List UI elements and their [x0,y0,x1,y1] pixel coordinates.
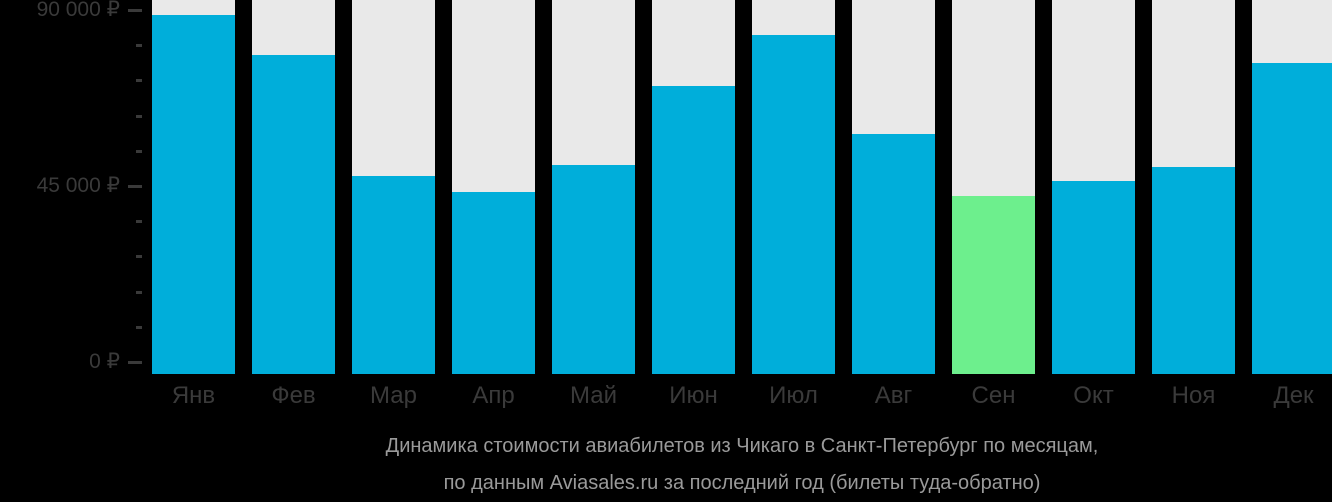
month-label: Янв [171,382,216,409]
month-label: Авг [874,382,913,409]
month-label: Апр [472,382,515,409]
y-tick-minor [136,325,142,329]
y-tick-minor [136,290,142,294]
y-tick-major [128,361,142,364]
bar-fill [352,175,435,374]
chart-caption: Динамика стоимости авиабилетов из Чикаго… [152,428,1332,502]
month-label: Ноя [1171,382,1216,409]
bar-fill [952,195,1035,374]
bar-column-12[interactable] [1252,0,1332,374]
bar-column-3[interactable] [352,0,435,374]
bar-fill [652,85,735,374]
bar-fill [252,55,335,374]
bar-column-10[interactable] [1052,0,1135,374]
month-label: Сен [971,382,1016,409]
month-label: Июн [669,382,718,409]
bar-fill [552,165,635,374]
bar-fill [1152,166,1235,374]
y-tick-minor [136,220,142,224]
month-label: Июл [769,382,818,409]
chart-title: Динамика стоимости авиабилетов из Чикаго… [385,435,1099,457]
bar-column-1[interactable] [152,0,235,374]
y-tick-label: 0 ₽ [89,350,120,373]
bar-fill [1052,181,1135,374]
bar-column-8[interactable] [852,0,935,374]
y-tick-major [128,9,142,12]
bar-fill [752,35,835,374]
month-label: Мар [370,382,417,409]
month-label: Май [569,382,617,409]
bar-fill [852,133,935,374]
bar-column-9[interactable] [952,0,1035,374]
chart-subtitle: по данным Aviasales.ru за последний год … [443,472,1041,494]
bar-column-7[interactable] [752,0,835,374]
y-tick-minor [136,149,142,153]
y-tick-label: 45 000 ₽ [36,174,120,197]
y-tick-minor [136,114,142,118]
bar-column-11[interactable] [1152,0,1235,374]
y-tick-major [128,185,142,188]
bar-fill [152,15,235,374]
y-tick-label: 90 000 ₽ [36,0,120,21]
month-label: Фев [271,382,316,409]
bar-column-5[interactable] [552,0,635,374]
bar-fill [1252,63,1332,374]
bar-column-2[interactable] [252,0,335,374]
month-label: Окт [1073,382,1114,409]
bar-fill [452,192,535,374]
bar-column-6[interactable] [652,0,735,374]
month-label: Дек [1273,382,1314,409]
y-tick-minor [136,255,142,259]
y-tick-minor [136,79,142,83]
y-tick-minor [136,44,142,48]
bar-column-4[interactable] [452,0,535,374]
